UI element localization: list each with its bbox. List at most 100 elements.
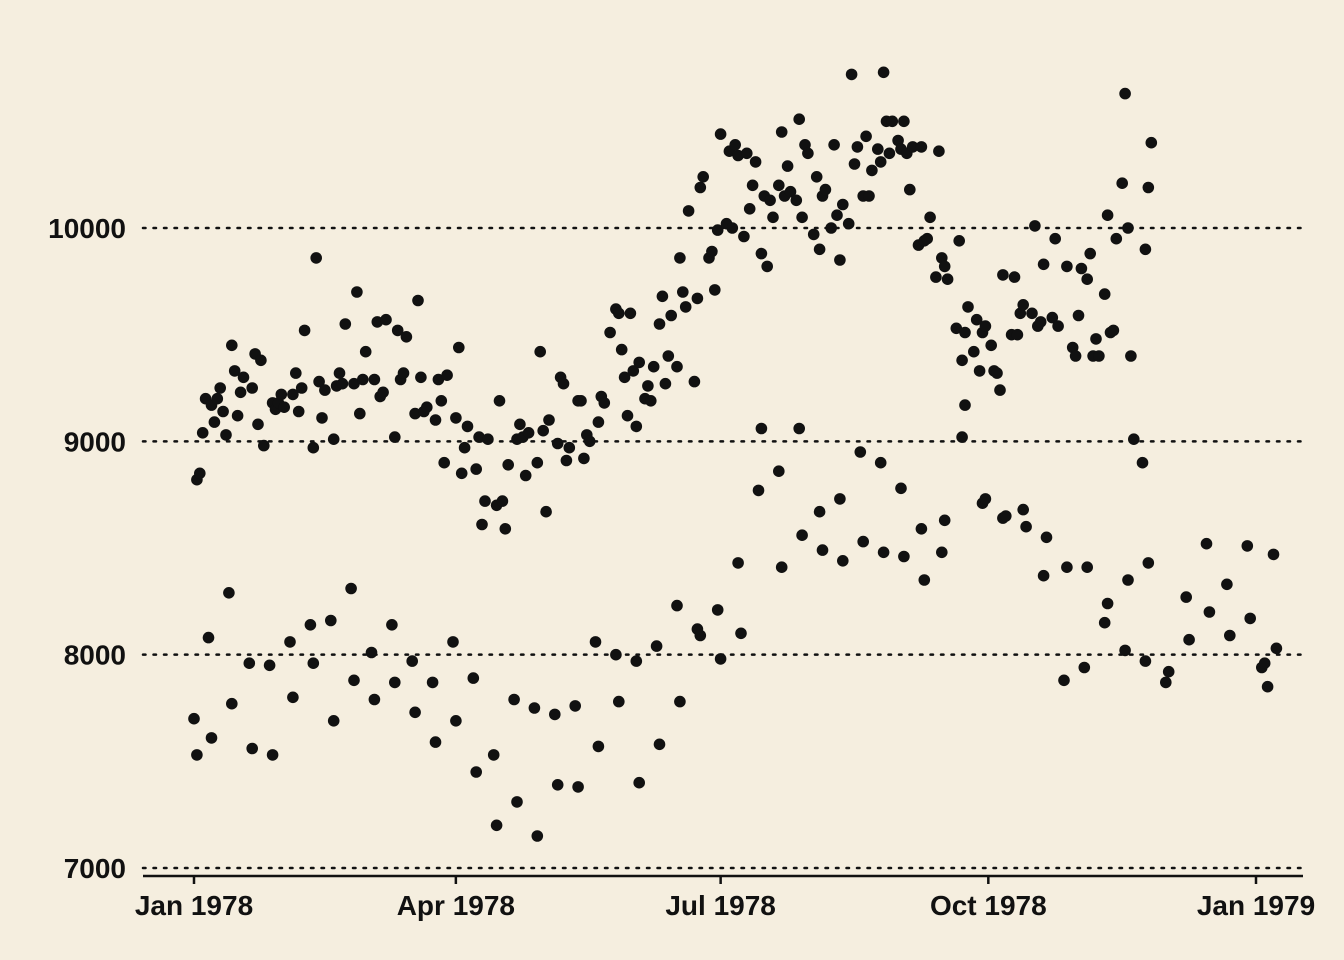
data-point	[1061, 561, 1073, 573]
data-point	[307, 441, 320, 454]
data-point	[950, 322, 963, 335]
data-point	[915, 141, 928, 153]
data-point	[522, 427, 535, 439]
data-point	[313, 375, 325, 388]
data-point	[921, 232, 933, 245]
data-point	[653, 318, 666, 330]
data-point	[429, 736, 442, 748]
data-point	[848, 158, 861, 170]
data-point	[790, 194, 803, 207]
data-point	[310, 252, 323, 264]
data-point	[874, 156, 887, 168]
x-tick-label: Jan 1979	[1197, 890, 1315, 921]
data-point	[461, 420, 474, 433]
data-point	[624, 307, 637, 320]
data-point	[857, 535, 869, 548]
data-point	[499, 523, 512, 535]
data-point	[613, 307, 625, 320]
data-point	[1270, 642, 1283, 655]
data-point	[389, 431, 401, 443]
data-point	[1049, 232, 1061, 245]
x-tick-label: Oct 1978	[930, 890, 1047, 921]
data-point	[226, 697, 238, 710]
data-point	[618, 371, 631, 384]
data-point	[406, 655, 419, 667]
data-point	[1180, 591, 1192, 603]
data-point	[470, 766, 483, 778]
data-point	[359, 345, 372, 358]
data-point	[333, 367, 346, 379]
data-point	[819, 183, 832, 196]
data-point	[188, 712, 200, 725]
data-point	[741, 147, 753, 160]
data-point	[540, 505, 552, 518]
data-point	[941, 273, 954, 286]
data-point	[1110, 232, 1123, 245]
data-point	[243, 657, 256, 669]
data-point	[371, 316, 384, 328]
data-point	[1034, 316, 1047, 328]
data-point	[400, 331, 413, 343]
data-point	[877, 66, 890, 79]
data-point	[630, 420, 643, 433]
data-point	[453, 341, 465, 354]
data-point	[828, 139, 840, 151]
data-point	[502, 459, 514, 471]
data-point	[886, 115, 899, 128]
data-point	[508, 693, 520, 706]
data-point	[837, 198, 849, 211]
data-point	[956, 354, 968, 367]
data-point	[604, 326, 616, 339]
data-point	[563, 441, 576, 454]
data-point	[1029, 220, 1041, 232]
data-point	[1017, 503, 1029, 516]
data-point	[252, 418, 264, 431]
data-point	[883, 147, 896, 160]
data-point	[1261, 680, 1274, 693]
data-point	[473, 431, 485, 443]
data-point	[1116, 177, 1128, 189]
data-point	[1075, 262, 1088, 275]
data-point	[642, 380, 654, 392]
data-point	[1011, 328, 1024, 341]
data-point	[656, 290, 669, 303]
data-point	[450, 715, 462, 727]
data-point	[482, 433, 494, 446]
data-point	[220, 429, 232, 441]
data-point	[863, 190, 875, 202]
data-point	[467, 672, 480, 684]
data-point	[813, 505, 826, 518]
data-point	[194, 467, 206, 480]
data-point	[679, 301, 692, 313]
data-point	[237, 371, 250, 384]
data-point	[455, 467, 468, 480]
data-point	[438, 456, 451, 469]
data-point	[307, 657, 320, 669]
data-point	[432, 373, 445, 386]
data-point	[1052, 320, 1064, 332]
data-point	[202, 631, 215, 644]
data-point	[380, 313, 392, 326]
data-point	[336, 377, 349, 390]
data-point	[258, 439, 270, 452]
data-point	[991, 367, 1003, 379]
data-point	[956, 431, 968, 443]
data-point	[1224, 629, 1236, 642]
data-point	[630, 655, 643, 667]
data-point	[476, 518, 488, 531]
data-point	[458, 441, 471, 454]
data-point	[1081, 561, 1093, 573]
data-point	[732, 149, 744, 162]
data-point	[694, 629, 707, 642]
data-point	[275, 388, 288, 401]
data-point	[572, 781, 584, 793]
data-point	[793, 422, 805, 435]
data-point	[752, 484, 765, 497]
data-point	[389, 676, 401, 689]
data-point	[610, 648, 622, 661]
data-point	[1183, 633, 1195, 646]
data-point	[746, 179, 759, 192]
data-point	[860, 130, 872, 143]
data-point	[196, 427, 209, 439]
data-point	[1162, 665, 1175, 678]
